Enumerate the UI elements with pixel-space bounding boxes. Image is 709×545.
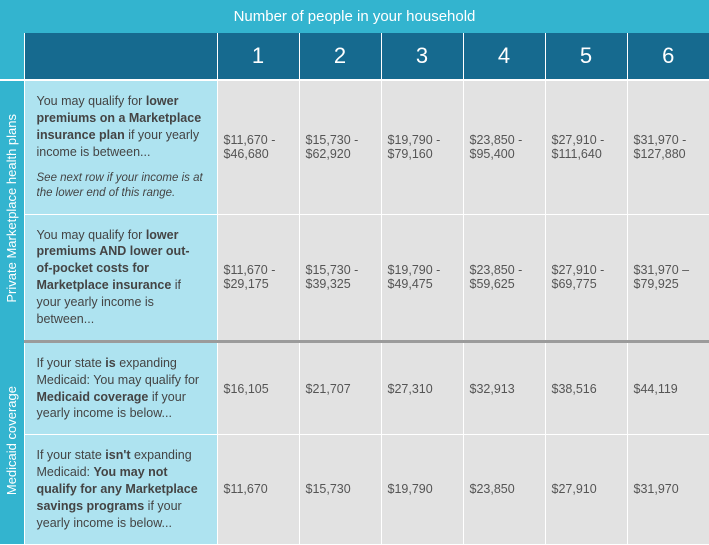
cell: $19,790 (381, 435, 463, 544)
cell: $27,310 (381, 341, 463, 435)
cell: $19,790 - $79,160 (381, 80, 463, 214)
col-header: 4 (463, 33, 545, 80)
cell: $32,913 (463, 341, 545, 435)
table-row: If your state isn't expanding Medicaid: … (0, 435, 709, 544)
table-row: Private Marketplace health plans You may… (0, 80, 709, 214)
table-row: You may qualify for lower premiums AND l… (0, 214, 709, 341)
cell: $15,730 - $62,920 (299, 80, 381, 214)
cell: $38,516 (545, 341, 627, 435)
cell: $21,707 (299, 341, 381, 435)
cell: $15,730 - $39,325 (299, 214, 381, 341)
cell: $31,970 - $127,880 (627, 80, 709, 214)
cell: $19,790 - $49,475 (381, 214, 463, 341)
col-header: 1 (217, 33, 299, 80)
cell: $27,910 (545, 435, 627, 544)
column-header-row: 1 2 3 4 5 6 (0, 33, 709, 80)
col-header: 6 (627, 33, 709, 80)
cell: $23,850 (463, 435, 545, 544)
cell: $31,970 (627, 435, 709, 544)
cell: $11,670 - $29,175 (217, 214, 299, 341)
cell: $15,730 (299, 435, 381, 544)
cell: $44,119 (627, 341, 709, 435)
row-description: If your state isn't expanding Medicaid: … (24, 435, 217, 544)
cell: $11,670 (217, 435, 299, 544)
col-header: 5 (545, 33, 627, 80)
col-header: 2 (299, 33, 381, 80)
cell: $23,850 - $95,400 (463, 80, 545, 214)
section-label-private: Private Marketplace health plans (0, 80, 24, 341)
row-description: If your state is expanding Medicaid: You… (24, 341, 217, 435)
section-label-medicaid: Medicaid coverage (0, 341, 24, 544)
table-row: Medicaid coverage If your state is expan… (0, 341, 709, 435)
eligibility-table: 1 2 3 4 5 6 Private Marketplace health p… (0, 33, 709, 545)
cell: $27,910 - $111,640 (545, 80, 627, 214)
cell: $27,910 - $69,775 (545, 214, 627, 341)
col-header: 3 (381, 33, 463, 80)
table-title: Number of people in your household (0, 0, 709, 33)
row-description: You may qualify for lower premiums on a … (24, 80, 217, 214)
header-spacer (0, 33, 24, 80)
row-description: You may qualify for lower premiums AND l… (24, 214, 217, 341)
cell: $23,850 - $59,625 (463, 214, 545, 341)
cell: $16,105 (217, 341, 299, 435)
cell: $31,970 – $79,925 (627, 214, 709, 341)
header-spacer (24, 33, 217, 80)
cell: $11,670 - $46,680 (217, 80, 299, 214)
